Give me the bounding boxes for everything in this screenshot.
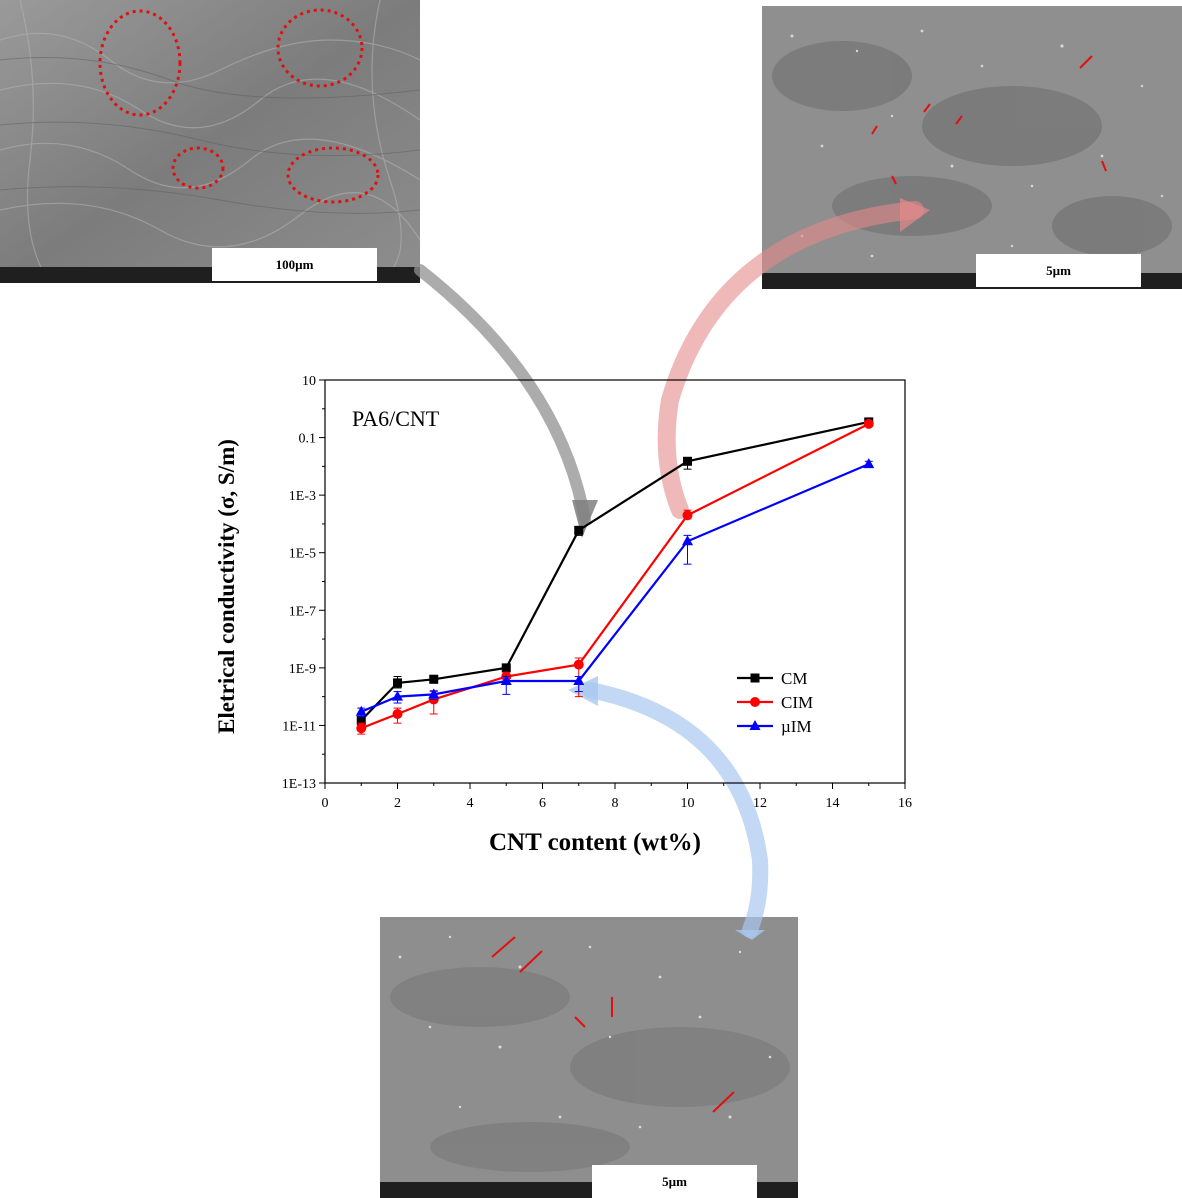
chart-svg: 0 2 4 6 8 10 12 14 16 10 0.1 1E-3 1E-5 1E-7 1E-9 1E-11 1… xyxy=(214,374,912,856)
data-point xyxy=(501,663,511,673)
x-tick-label: 10 xyxy=(681,796,695,811)
x-tick-label: 8 xyxy=(612,796,619,811)
y-tick-label: 10 xyxy=(302,374,316,389)
data-point xyxy=(574,525,584,535)
data-point xyxy=(863,418,874,429)
data-point xyxy=(863,458,875,469)
data-point xyxy=(573,659,584,670)
y-axis-label: Eletrical conductivity (σ, S/m) xyxy=(214,439,239,734)
scale-bar-label: 100µm xyxy=(212,248,377,281)
legend-label: µIM xyxy=(781,717,812,736)
sem-texture-top-right xyxy=(762,6,1182,289)
y-tick-label: 0.1 xyxy=(299,432,317,447)
sem-image-bottom: 5µm xyxy=(380,917,798,1198)
x-tick-label: 6 xyxy=(539,796,546,811)
data-point xyxy=(683,456,692,466)
sem-image-top-right: 5µm xyxy=(762,6,1182,289)
data-point xyxy=(355,705,367,716)
x-axis-label: CNT content (wt%) xyxy=(489,829,701,856)
data-point xyxy=(429,674,439,684)
legend-marker xyxy=(750,697,760,707)
conductivity-chart: 0 2 4 6 8 10 12 14 16 10 0.1 1E-3 1E-5 1E-7 1E-9 1E-11 1… xyxy=(200,360,920,860)
legend-label: CIM xyxy=(781,693,813,712)
sem-image-top-left: 100µm xyxy=(0,0,420,283)
y-tick-label: 1E-11 xyxy=(282,719,316,734)
data-point xyxy=(428,688,440,699)
y-tick-label: 1E-5 xyxy=(289,547,316,562)
x-tick-label: 0 xyxy=(322,796,329,811)
x-tick-label: 16 xyxy=(898,796,912,811)
legend-label: CM xyxy=(781,669,807,688)
sem-texture-top-left xyxy=(0,0,420,283)
data-point xyxy=(393,678,402,688)
data-point xyxy=(682,535,693,546)
chart-annotation: PA6/CNT xyxy=(352,406,440,431)
scale-bar-label: 5µm xyxy=(592,1165,757,1198)
x-tick-label: 14 xyxy=(826,796,840,811)
y-tick-label: 1E-3 xyxy=(289,489,316,504)
x-tick-label: 2 xyxy=(394,796,401,811)
data-point xyxy=(356,723,367,734)
legend-marker xyxy=(749,720,761,730)
data-point xyxy=(356,715,366,725)
plot-frame xyxy=(324,379,906,784)
y-tick-label: 1E-13 xyxy=(282,777,316,792)
legend-marker xyxy=(750,673,760,683)
y-tick-label: 1E-9 xyxy=(289,662,316,677)
x-tick-label: 4 xyxy=(467,796,474,811)
scale-bar-label: 5µm xyxy=(976,254,1141,287)
data-point xyxy=(573,674,585,685)
x-tick-label: 12 xyxy=(753,796,767,811)
sem-texture-bottom xyxy=(380,917,798,1198)
data-point xyxy=(500,674,512,685)
data-point xyxy=(682,510,693,521)
y-tick-label: 1E-7 xyxy=(289,604,316,619)
data-point xyxy=(392,708,403,719)
data-point xyxy=(392,690,403,701)
